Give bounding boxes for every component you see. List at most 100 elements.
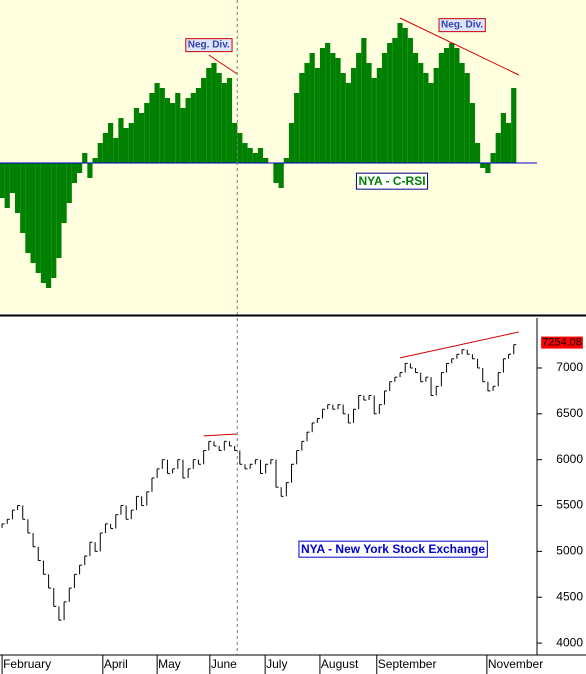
bar [40,163,47,283]
bar [180,108,186,163]
bar [71,163,78,183]
bar [82,153,88,163]
bar [4,163,10,208]
panel-label-box [355,172,429,190]
bar [61,163,67,223]
bar [123,128,129,163]
bar [252,153,258,163]
bar [232,123,238,163]
bar [92,158,98,163]
bar [371,78,377,163]
bar [361,38,367,163]
bar [304,63,310,163]
x-tick-label: June [211,657,237,671]
bar [216,73,222,163]
x-tick-label: May [158,657,181,671]
bar [0,163,5,198]
bar [350,68,357,163]
bar [500,113,507,163]
bar [242,143,248,163]
bar [201,78,207,163]
y-tick-label: 5000 [556,544,583,558]
y-tick-label: 5500 [556,498,583,512]
bar [30,163,36,263]
bar [195,88,202,163]
bar [87,163,93,178]
bar [56,163,62,258]
bar [294,93,300,163]
note-box [185,38,233,53]
bar [257,148,264,163]
bar [402,28,408,163]
bar [314,68,320,163]
bar [407,38,413,163]
bar [309,53,315,163]
last-price-box [541,336,583,349]
x-tick-label: April [104,657,128,671]
bar [412,53,419,163]
x-tick-label: September [378,657,437,671]
bar [273,163,279,183]
bar [495,133,501,163]
bar [128,123,134,163]
bar [133,108,140,163]
note: Neg. Div. [188,40,230,51]
bar [45,163,52,288]
bar [154,83,160,163]
bar [97,143,103,163]
bar [14,163,21,213]
bar [25,163,31,253]
bar [283,158,289,163]
bar [118,118,124,163]
y-tick-label: 7000 [556,360,583,374]
bar [175,93,181,163]
note-box [438,18,486,33]
bar [459,63,465,163]
x-tick-label: February [3,657,51,671]
bar [490,153,496,163]
bar [139,113,145,163]
bar [356,53,362,163]
x-tick-label: November [488,657,543,671]
bar [211,63,217,163]
x-tick-label: July [266,657,287,671]
bar [237,133,243,163]
bar [443,48,450,163]
bar [366,63,372,163]
panel-label: NYA - C-RSI [358,174,425,188]
bar [474,143,481,163]
bar [418,63,424,163]
bar [340,73,346,163]
bar [511,88,517,163]
bar [226,78,233,163]
bar [221,83,227,163]
bar [376,68,382,163]
panel-label: NYA - New York Stock Exchange [301,542,485,556]
bar [454,48,460,163]
bar [330,53,336,163]
bar [505,123,512,163]
bar [335,58,341,163]
bar [20,163,26,233]
bar [485,163,491,173]
bar [423,73,429,163]
bar [144,103,150,163]
bar [345,83,351,163]
bar [247,148,253,163]
bar [433,68,439,163]
last-price: 7254.08 [542,337,582,349]
bar [102,133,109,163]
bar [206,68,212,163]
bar [170,103,176,163]
bar [149,93,155,163]
bar [278,163,284,188]
bar [387,43,393,163]
bar [464,73,470,163]
bar [381,53,388,163]
trend-line [208,54,238,75]
bar [51,163,57,278]
y-tick-label: 4500 [556,589,583,603]
bar [263,158,269,163]
trend-line [399,331,520,359]
bar [438,53,444,163]
